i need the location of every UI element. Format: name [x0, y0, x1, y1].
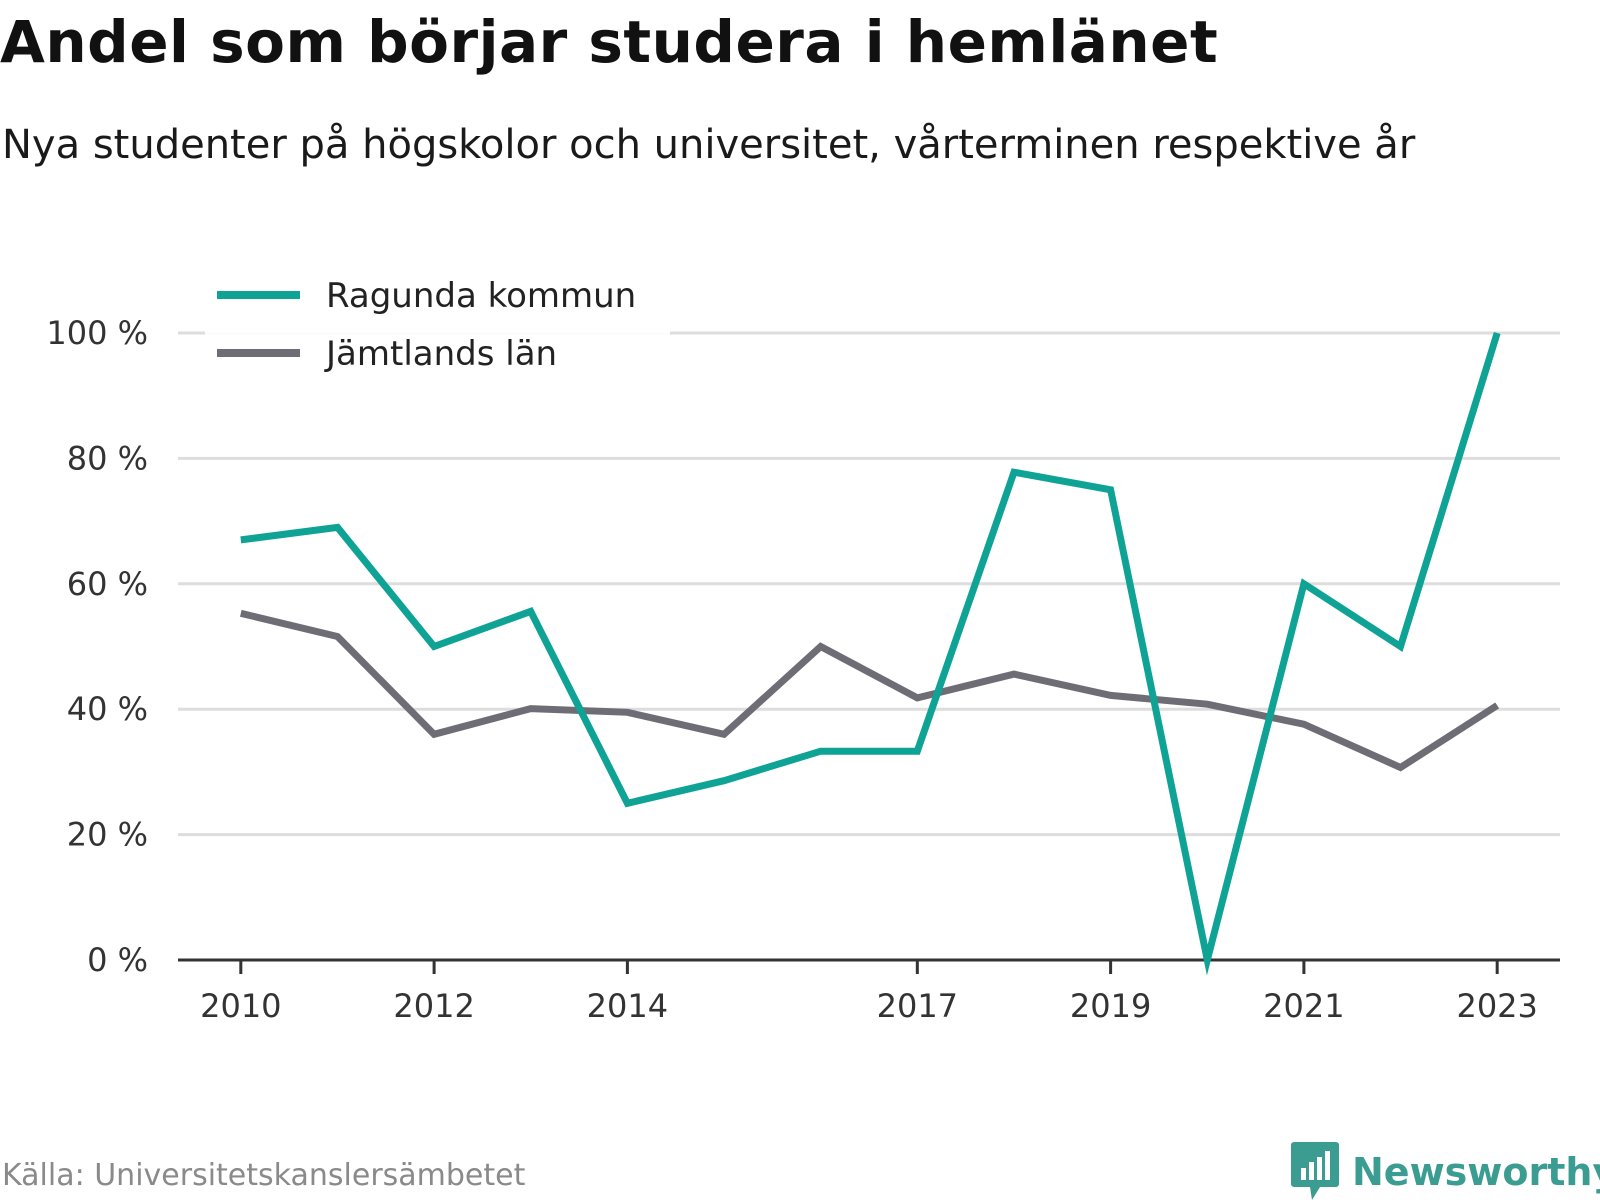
newsworthy-logo-text: Newsworthy [1352, 1150, 1600, 1194]
source-note: Källa: Universitetskanslersämbetet [2, 1158, 526, 1193]
series-lines [239, 331, 1501, 976]
x-tick-label: 2012 [393, 987, 474, 1025]
legend: Ragunda kommun Jämtlands län [205, 263, 670, 383]
y-tick-label: 60 % [67, 565, 148, 603]
series-line-jamtlands-lan [239, 609, 1500, 772]
newsworthy-logo-icon [1291, 1142, 1339, 1200]
newsworthy-logo: Newsworthy [1290, 1140, 1600, 1204]
x-axis: 2010 2012 2014 2017 2019 2021 2023 [178, 958, 1560, 1025]
x-tick-label: 2010 [200, 987, 281, 1025]
x-tick-label: 2021 [1263, 987, 1344, 1025]
legend-label: Ragunda kommun [326, 276, 636, 316]
x-tick-label: 2017 [877, 987, 958, 1025]
legend-label: Jämtlands län [324, 334, 557, 374]
y-tick-label: 40 % [67, 690, 148, 728]
y-tick-label: 80 % [67, 439, 148, 477]
x-tick-label: 2014 [587, 987, 668, 1025]
chart-subtitle: Nya studenter på högskolor och universit… [2, 122, 1416, 168]
series-line-ragunda-kommun [240, 331, 1501, 976]
x-tick-label: 2023 [1456, 987, 1537, 1025]
y-tick-label: 20 % [67, 816, 148, 854]
y-tick-label: 0 % [87, 941, 148, 979]
y-axis-labels: 0 % 20 % 40 % 60 % 80 % 100 % [46, 314, 148, 979]
legend-background [205, 333, 670, 383]
y-tick-label: 100 % [46, 314, 148, 352]
chart-title: Andel som börjar studera i hemlänet [0, 8, 1219, 76]
x-tick-label: 2019 [1070, 987, 1151, 1025]
